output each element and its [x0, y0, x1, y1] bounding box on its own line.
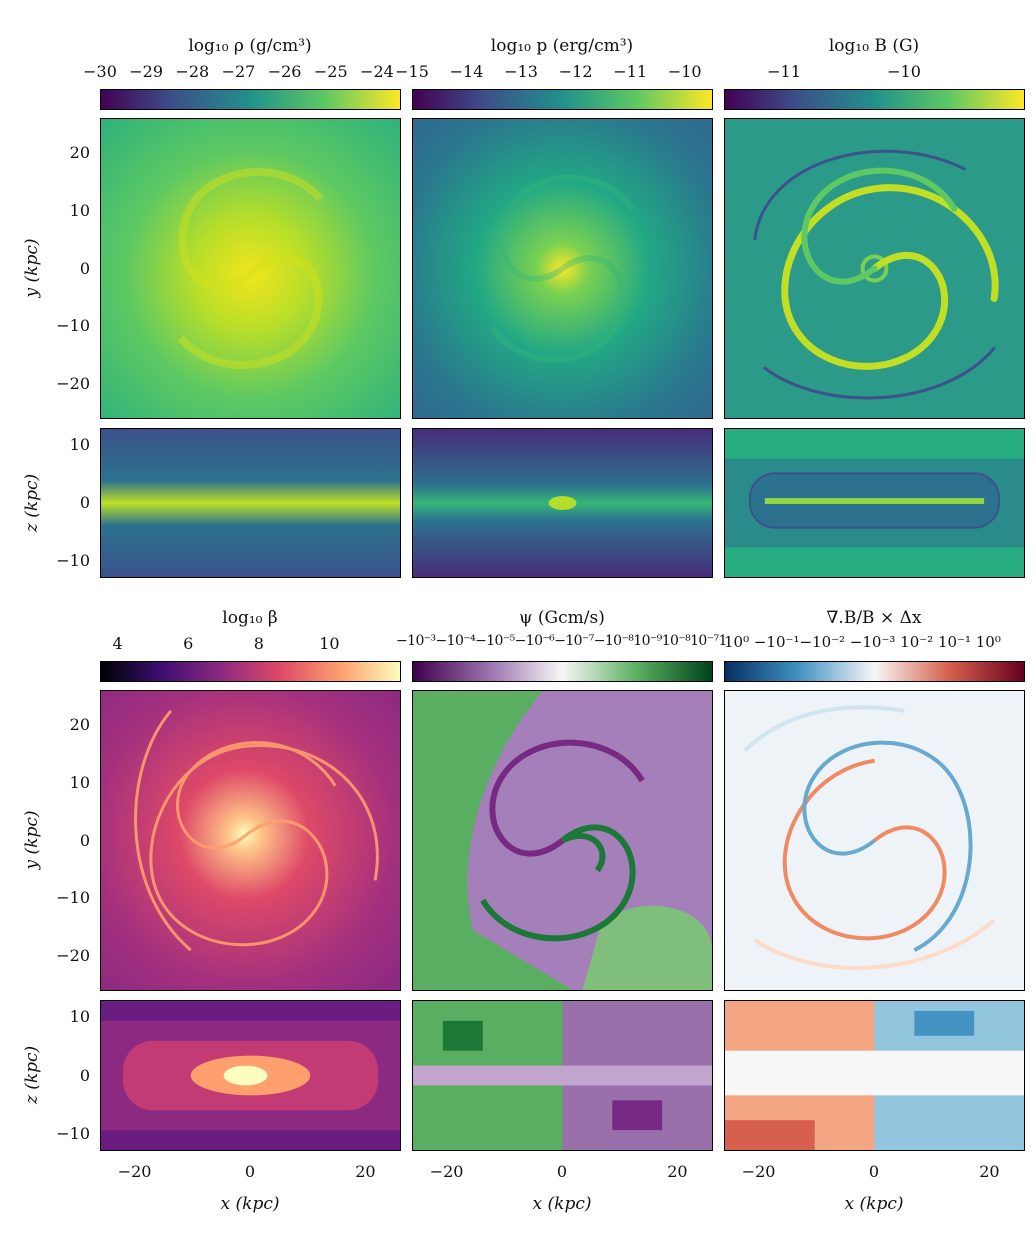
x-tick-label: 20: [979, 1162, 1000, 1181]
x-tick-label: 0: [868, 1162, 880, 1181]
colorbar-tick-label: −27: [221, 62, 256, 81]
colorbar-psi: [412, 661, 713, 682]
beta-edge-on-map: [100, 1000, 401, 1151]
colorbar-tick-label: −28: [175, 62, 210, 81]
y-tick-label: 0: [79, 830, 90, 850]
colorbar-tick-label: 10: [319, 634, 340, 653]
psi-face-on-map: [412, 690, 713, 991]
magnetic-face-on-map: [724, 118, 1025, 419]
density-face-on-map: [100, 118, 401, 419]
z-tick-label: −10: [56, 550, 90, 570]
y-tick-label: 20: [69, 142, 90, 162]
pressure-edge-on-map: [412, 428, 713, 578]
z-tick-label: 0: [79, 493, 90, 512]
colorbar-tick-label: −30: [83, 62, 117, 81]
y-tick-label: 20: [69, 714, 90, 734]
x-tick-label: 20: [667, 1162, 688, 1181]
y-tick-label: 0: [79, 258, 90, 278]
y-tick-label: −10: [56, 316, 90, 336]
x-tick-label: −20: [117, 1162, 152, 1181]
x-axis-label-1: x (kpc): [220, 1194, 280, 1214]
x-tick-label: 0: [556, 1162, 568, 1181]
divb-face-on-map: [724, 690, 1025, 991]
z-tick-label: −10: [56, 1123, 90, 1143]
colorbar-title-psi: ψ (Gcm/s): [519, 608, 605, 628]
colorbar-tick-label: −14: [449, 62, 484, 81]
colorbar-tick-label: −12: [558, 62, 593, 81]
colorbar-tick-label: −13: [504, 62, 538, 81]
beta-face-on-map: [100, 690, 401, 991]
colorbar-title-magnetic: log₁₀ B (G): [828, 36, 920, 56]
colorbar-tick-label: 8: [253, 634, 264, 653]
colorbar-ticks-psi: −10⁻³−10⁻⁴−10⁻⁵−10⁻⁶−10⁻⁷−10⁻⁸10⁻⁹10⁻⁸10…: [396, 633, 726, 649]
colorbar-beta: [100, 661, 401, 682]
divb-edge-on-map: [724, 1000, 1025, 1151]
y-tick-label: −20: [56, 374, 90, 394]
x-tick-label: −20: [741, 1162, 776, 1181]
x-axis-label-2: x (kpc): [532, 1194, 592, 1214]
y-tick-label: 10: [69, 200, 90, 220]
colorbar-tick-label: −29: [129, 62, 164, 81]
z-tick-label: 10: [69, 1007, 90, 1027]
x-tick-label: −20: [429, 1162, 464, 1181]
colorbar-tick-label: −10: [887, 62, 921, 81]
y-tick-label: −20: [56, 946, 90, 966]
colorbar-ticks-divb: 10⁰ −10⁻¹−10⁻² −10⁻³ 10⁻² 10⁻¹ 10⁰: [724, 633, 1001, 651]
colorbar-tick-label: 6: [183, 634, 194, 653]
x-axis-label-3: x (kpc): [844, 1194, 904, 1214]
colorbar-title-pressure: log₁₀ p (erg/cm³): [490, 36, 634, 56]
colorbar-tick-label: −26: [267, 62, 302, 81]
colorbar-tick-label: −24: [360, 62, 394, 81]
colorbar-title-divb: ∇.B/B × Δx: [826, 608, 922, 628]
y-tick-label: 10: [69, 772, 90, 792]
colorbar-title-density: log₁₀ ρ (g/cm³): [188, 36, 312, 56]
density-edge-on-map: [100, 428, 401, 578]
x-tick-label: 0: [244, 1162, 256, 1181]
colorbar-magnetic: [724, 89, 1025, 110]
psi-edge-on-map: [412, 1000, 713, 1151]
colorbar-tick-label: 4: [112, 634, 123, 653]
z-tick-label: 10: [69, 435, 90, 455]
y-tick-label: −10: [56, 888, 90, 908]
colorbar-tick-label: −25: [313, 62, 348, 81]
colorbar-density: [100, 89, 401, 110]
colorbar-tick-label: −11: [613, 62, 648, 81]
colorbar-divb: [724, 661, 1025, 682]
x-tick-label: 20: [355, 1162, 376, 1181]
colorbar-pressure: [412, 89, 713, 110]
colorbar-tick-label: −15: [395, 62, 429, 81]
colorbar-tick-label: −11: [767, 62, 801, 81]
colorbar-title-beta: log₁₀ β: [222, 608, 278, 628]
colorbar-tick-label: −10: [667, 62, 702, 81]
pressure-face-on-map: [412, 118, 713, 419]
magnetic-edge-on-map: [724, 428, 1025, 578]
z-tick-label: 0: [79, 1065, 90, 1085]
